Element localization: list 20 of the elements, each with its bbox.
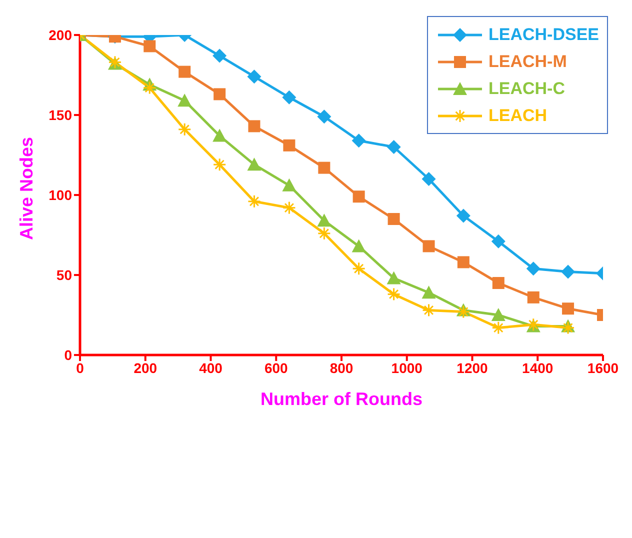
- x-tick-label: 1600: [587, 360, 619, 376]
- legend-label: LEACH-M: [488, 52, 567, 72]
- y-tick-label: 200: [48, 26, 72, 43]
- x-tick-label: 200: [134, 360, 158, 376]
- x-tick-label: 800: [330, 360, 354, 376]
- y-axis-title: Alive Nodes: [16, 136, 36, 240]
- legend-label: LEACH: [488, 106, 548, 126]
- x-tick-label: 600: [264, 360, 288, 376]
- y-tick-label: 50: [56, 266, 72, 283]
- y-tick-label: 0: [64, 346, 72, 363]
- x-tick-label: 1400: [522, 360, 554, 376]
- x-tick-label: 0: [76, 360, 84, 376]
- y-tick-label: 150: [48, 106, 72, 123]
- legend-label: LEACH-C: [488, 78, 565, 98]
- x-axis-title: Number of Rounds: [260, 389, 422, 409]
- x-tick-label: 400: [199, 360, 223, 376]
- x-tick-label: 1000: [391, 360, 423, 376]
- x-tick-label: 1200: [456, 360, 488, 376]
- legend-label: LEACH-DSEE: [488, 24, 599, 44]
- y-tick-label: 100: [48, 186, 72, 203]
